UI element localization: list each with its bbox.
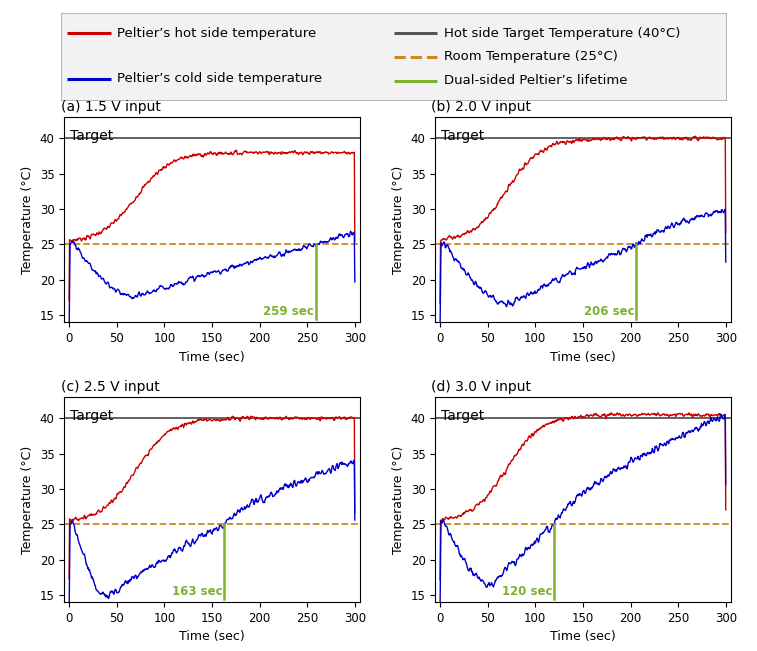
X-axis label: Time (sec): Time (sec) xyxy=(179,630,245,643)
Text: Peltier’s hot side temperature: Peltier’s hot side temperature xyxy=(117,27,316,40)
Text: (a) 1.5 V input: (a) 1.5 V input xyxy=(61,100,160,114)
X-axis label: Time (sec): Time (sec) xyxy=(550,350,615,363)
Text: 120 sec: 120 sec xyxy=(502,585,553,598)
Text: 206 sec: 206 sec xyxy=(584,305,634,318)
Text: Target: Target xyxy=(441,409,484,423)
Text: Room Temperature (25°C): Room Temperature (25°C) xyxy=(444,51,618,63)
Text: 259 sec: 259 sec xyxy=(263,305,314,318)
Text: Hot side Target Temperature (40°C): Hot side Target Temperature (40°C) xyxy=(444,27,680,40)
Text: Target: Target xyxy=(441,129,484,143)
Text: (c) 2.5 V input: (c) 2.5 V input xyxy=(61,380,159,394)
Y-axis label: Temperature (°C): Temperature (°C) xyxy=(392,445,405,554)
X-axis label: Time (sec): Time (sec) xyxy=(179,350,245,363)
Y-axis label: Temperature (°C): Temperature (°C) xyxy=(392,165,405,274)
Text: Target: Target xyxy=(70,409,114,423)
Text: Peltier’s cold side temperature: Peltier’s cold side temperature xyxy=(117,72,322,85)
Text: (b) 2.0 V input: (b) 2.0 V input xyxy=(431,100,531,114)
Y-axis label: Temperature (°C): Temperature (°C) xyxy=(21,165,34,274)
X-axis label: Time (sec): Time (sec) xyxy=(550,630,615,643)
FancyBboxPatch shape xyxy=(61,13,727,101)
Text: Dual-sided Peltier’s lifetime: Dual-sided Peltier’s lifetime xyxy=(444,74,627,87)
Y-axis label: Temperature (°C): Temperature (°C) xyxy=(21,445,34,554)
Text: (d) 3.0 V input: (d) 3.0 V input xyxy=(431,380,531,394)
Text: 163 sec: 163 sec xyxy=(172,585,223,598)
Text: Target: Target xyxy=(70,129,114,143)
